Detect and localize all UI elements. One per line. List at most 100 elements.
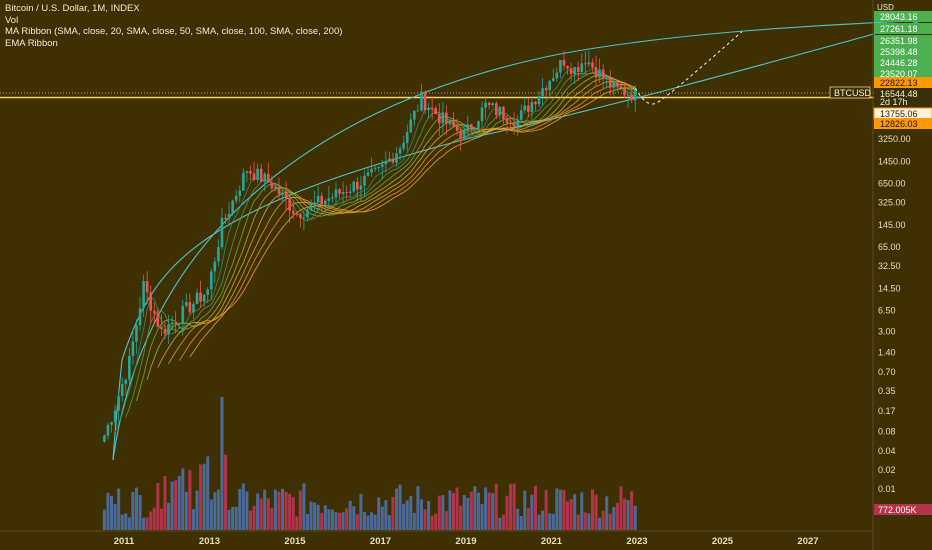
candle-88 [416, 110, 420, 112]
volume-bar-21 [177, 476, 181, 530]
volume-bar-73 [362, 511, 366, 530]
candle-62 [323, 200, 327, 205]
volume-bar-97 [448, 490, 452, 530]
legend-vol[interactable]: Vol [5, 14, 19, 26]
volume-bar-72 [359, 493, 363, 530]
volume-bar-51 [284, 491, 288, 530]
volume-bar-122 [537, 514, 541, 530]
candle-67 [341, 192, 345, 194]
candle-143 [612, 82, 616, 88]
volume-bar-68 [345, 508, 349, 530]
candle-111 [498, 107, 502, 115]
ribbon-line-6 [168, 80, 636, 365]
volume-bar-80 [387, 515, 391, 530]
ribbon-line-4 [146, 74, 636, 380]
candle-100 [459, 130, 462, 139]
volume-bar-37 [234, 506, 238, 530]
candle-53 [291, 210, 295, 214]
volume-bar-16 [159, 508, 163, 530]
volume-bar-100 [459, 505, 463, 530]
x-tick-label: 2015 [284, 536, 306, 547]
candle-63 [327, 198, 331, 201]
candle-137 [591, 62, 594, 68]
volume-bar-79 [384, 500, 388, 530]
legend: Bitcoin / U.S. Dollar, 1M, INDEX Vol MA … [5, 3, 342, 49]
candle-133 [576, 67, 580, 73]
volume-bar-0 [102, 509, 106, 530]
price-badge-bg [874, 46, 932, 57]
candle-90 [423, 91, 427, 111]
volume-bar-17 [163, 476, 167, 530]
candle-57 [306, 209, 309, 218]
volume-bar-7 [127, 517, 131, 530]
volume-bar-133 [576, 514, 580, 530]
volume-bar-136 [587, 513, 591, 530]
candle-40 [245, 171, 249, 173]
volume-bar-53 [291, 497, 295, 530]
y-tick-label: 325.00 [878, 197, 906, 207]
candle-51 [284, 192, 288, 199]
volume-bar-114 [509, 483, 513, 530]
candle-134 [580, 63, 584, 73]
volume-bar-35 [227, 509, 231, 530]
candle-37 [234, 195, 238, 201]
volume-bar-137 [590, 489, 594, 530]
candle-32 [217, 247, 220, 262]
candle-104 [473, 128, 477, 130]
volume-bar-92 [430, 515, 434, 530]
candle-16 [160, 326, 163, 329]
candle-116 [516, 119, 519, 127]
volume-bar-91 [427, 501, 431, 530]
candle-115 [512, 123, 516, 127]
price-badge-bg [874, 68, 932, 79]
volume-bar-61 [320, 512, 324, 530]
legend-title[interactable]: Bitcoin / U.S. Dollar, 1M, INDEX [5, 3, 140, 14]
ribbon-line-8 [189, 87, 636, 358]
candle-92 [430, 108, 434, 110]
candle-118 [523, 105, 527, 111]
volume-bar-85 [405, 500, 409, 530]
volume-bar-71 [355, 514, 359, 530]
volume-bar-50 [281, 488, 285, 530]
volume-bar-27 [199, 464, 203, 530]
x-tick-label: 2021 [541, 536, 563, 547]
candle-125 [548, 80, 552, 91]
candle-75 [370, 168, 373, 173]
legend-ema-ribbon[interactable]: EMA Ribbon [5, 37, 58, 49]
candle-124 [544, 88, 548, 91]
candle-23 [185, 302, 188, 306]
x-tick-label: 2025 [712, 536, 734, 547]
volume-bar-26 [195, 490, 199, 530]
volume-bar-12 [145, 517, 149, 530]
candle-78 [380, 164, 384, 167]
candle-17 [163, 328, 167, 334]
volume-badge: 772.005K [878, 505, 917, 515]
volume-bar-70 [352, 506, 356, 530]
volume-bar-52 [288, 493, 292, 530]
candle-130 [566, 65, 569, 69]
volume-bar-87 [412, 512, 416, 530]
candle-29 [206, 289, 210, 295]
candle-132 [573, 67, 576, 74]
x-tick-label: 2019 [455, 536, 476, 547]
y-tick-label: 0.17 [878, 406, 896, 416]
volume-bar-104 [473, 486, 477, 530]
candle-11 [142, 281, 145, 309]
volume-bar-138 [594, 494, 598, 530]
ribbon-line-1 [114, 67, 636, 433]
legend-ma-ribbon[interactable]: MA Ribbon (SMA, close, 20, SMA, close, 5… [5, 26, 343, 37]
volume-bar-149 [633, 505, 637, 530]
ribbon-line-3 [136, 72, 636, 402]
candle-69 [348, 191, 352, 193]
candle-35 [227, 213, 231, 219]
volume-bar-57 [305, 513, 309, 530]
volume-bar-67 [341, 512, 345, 530]
volume-bar-146 [623, 498, 627, 530]
candle-66 [338, 189, 341, 194]
volume-bar-89 [419, 499, 423, 530]
candle-48 [274, 186, 277, 189]
volume-bar-42 [252, 505, 256, 530]
candle-18 [167, 324, 170, 334]
